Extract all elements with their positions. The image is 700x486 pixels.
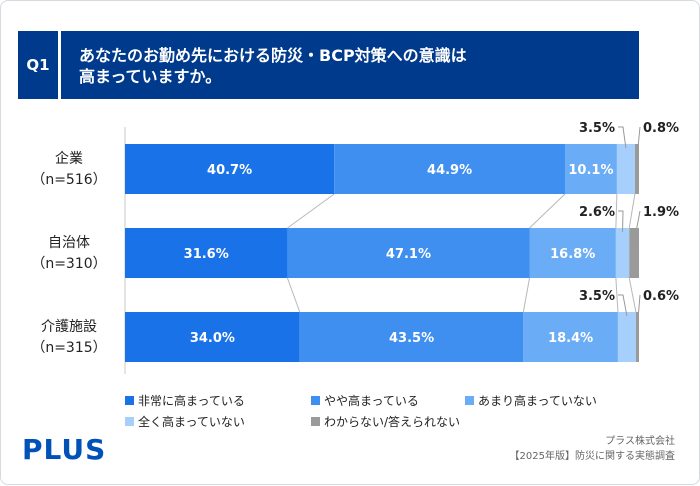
leader-line (636, 294, 641, 327)
bar-segment (629, 228, 639, 278)
question-title-line-2: 高まっていますか。 (79, 67, 222, 86)
connector-line (522, 277, 531, 313)
data-label: 31.6% (184, 247, 229, 262)
data-label: 47.1% (386, 247, 431, 262)
category-name: 介護施設 (41, 319, 97, 335)
bar-segment (634, 144, 639, 194)
data-label: 1.9% (643, 205, 679, 220)
plus-logo: PLUS (22, 433, 107, 466)
legend-swatch (311, 396, 320, 405)
legend-label: 全く高まっていない (138, 415, 245, 429)
bar-segment (287, 228, 530, 278)
bar-segment (615, 228, 630, 278)
legend-swatch (125, 396, 134, 405)
legend-swatch (125, 417, 134, 426)
question-title-line-1: あなたのお勤め先における防災・BCP対策への意識は (79, 46, 467, 65)
bar-segment (564, 144, 617, 194)
category-sample-size: （n=315） (31, 340, 107, 356)
legend-item-not-at-all: 全く高まっていない (125, 413, 245, 430)
data-label: 3.5% (579, 121, 615, 136)
legend-label: 非常に高まっている (138, 394, 245, 408)
leader-line (633, 210, 641, 243)
category-label-care-facility: 介護施設 （n=315） (19, 317, 119, 359)
bar-segment (125, 144, 335, 194)
legend-swatch (311, 417, 320, 426)
legend-item-unknown: わからない/答えられない (311, 413, 460, 430)
data-label: 2.6% (579, 205, 615, 220)
bar-segment (529, 228, 616, 278)
legend-item-very-high: 非常に高まっている (125, 392, 245, 409)
data-label: 0.8% (643, 121, 679, 136)
bar-segment (616, 144, 635, 194)
category-label-municipality: 自治体 （n=310） (19, 233, 119, 275)
source-company: プラス株式会社 (605, 436, 675, 447)
data-label: 18.4% (548, 331, 593, 346)
bar-segment (299, 312, 524, 362)
bar-segment (334, 144, 565, 194)
legend-item-somewhat-high: やや高まっている (311, 392, 419, 409)
connector-line (615, 193, 618, 229)
data-label: 0.6% (643, 289, 679, 304)
data-label: 16.8% (550, 247, 595, 262)
data-label: 34.0% (190, 331, 235, 346)
bar-segment (523, 312, 618, 362)
bar-segment (125, 312, 300, 362)
connector-line (615, 277, 619, 313)
connector-line (529, 193, 566, 229)
category-sample-size: （n=310） (31, 256, 107, 272)
leader-line (618, 210, 624, 233)
legend-swatch (465, 396, 474, 405)
question-badge: Q1 (18, 31, 58, 99)
connector-line (287, 193, 335, 229)
legend-label: わからない/答えられない (324, 415, 461, 429)
connector-line (628, 277, 637, 313)
category-name: 自治体 (48, 235, 90, 251)
data-label: 43.5% (389, 331, 434, 346)
legend-item-not-much: あまり高まっていない (465, 392, 597, 409)
source-note: プラス株式会社 【2025年版】防災に関する実態調査 (510, 434, 675, 464)
data-label: 40.7% (207, 163, 252, 178)
connector-line (286, 277, 301, 313)
data-label: 3.5% (579, 289, 615, 304)
category-sample-size: （n=516） (31, 172, 107, 188)
source-survey: 【2025年版】防災に関する実態調査 (509, 451, 675, 462)
legend-label: あまり高まっていない (478, 394, 597, 408)
leader-line (618, 126, 627, 149)
leader-line (618, 294, 628, 317)
question-title: あなたのお勤め先における防災・BCP対策への意識は 高まっていますか。 (61, 31, 639, 99)
category-name: 企業 (55, 151, 83, 167)
category-label-company: 企業 （n=516） (19, 149, 119, 191)
data-label: 44.9% (427, 163, 472, 178)
bar-segment (635, 312, 639, 362)
bar-segment (617, 312, 636, 362)
bar-segment (125, 228, 288, 278)
legend-label: やや高まっている (324, 394, 419, 408)
data-label: 10.1% (568, 163, 613, 178)
leader-line (636, 126, 641, 159)
connector-line (628, 193, 636, 229)
